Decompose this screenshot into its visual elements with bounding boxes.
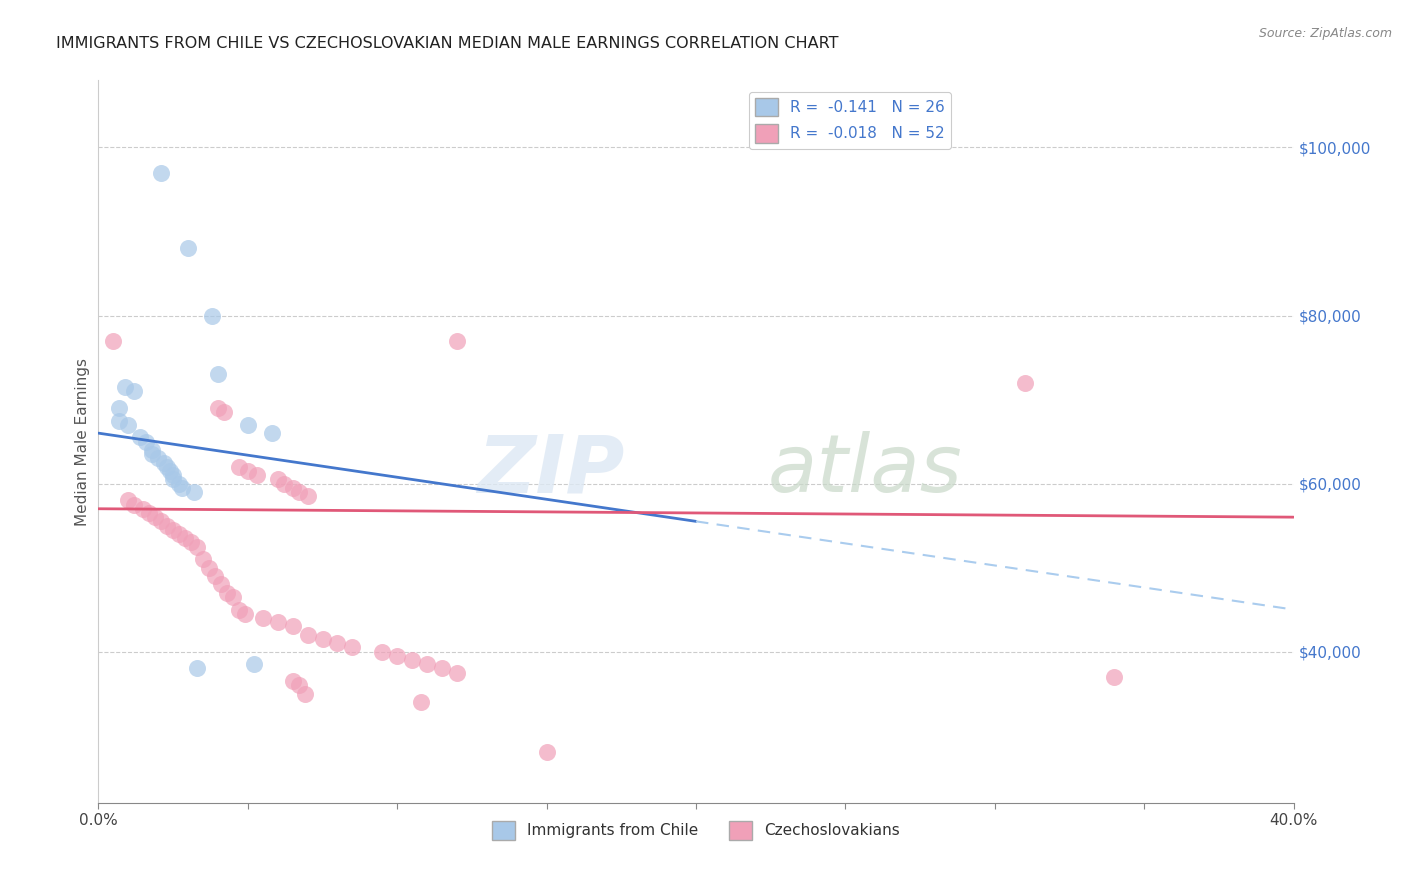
Point — [385, 648, 409, 663]
Point — [124, 498, 146, 512]
Point — [174, 531, 197, 545]
Point — [281, 619, 304, 633]
Point — [411, 695, 433, 709]
Y-axis label: Median Male Earnings: Median Male Earnings — [75, 358, 90, 525]
Point — [156, 459, 179, 474]
Legend: Immigrants from Chile, Czechoslovakians: Immigrants from Chile, Czechoslovakians — [486, 815, 905, 846]
Point — [212, 405, 235, 419]
Point — [124, 384, 146, 398]
Point — [297, 628, 319, 642]
Point — [207, 401, 229, 415]
Point — [201, 309, 224, 323]
Point — [114, 380, 136, 394]
Point — [132, 501, 155, 516]
Point — [183, 485, 205, 500]
Point — [536, 745, 558, 759]
Point — [311, 632, 333, 646]
Point — [281, 481, 304, 495]
Point — [207, 368, 229, 382]
Point — [135, 434, 157, 449]
Point — [236, 464, 259, 478]
Point — [162, 523, 184, 537]
Point — [371, 644, 394, 658]
Point — [117, 417, 139, 432]
Point — [186, 661, 208, 675]
Point — [222, 590, 245, 604]
Point — [215, 586, 238, 600]
Point — [281, 673, 304, 688]
Point — [141, 442, 163, 457]
Point — [416, 657, 439, 672]
Point — [243, 657, 266, 672]
Point — [294, 687, 316, 701]
Text: Source: ZipAtlas.com: Source: ZipAtlas.com — [1258, 27, 1392, 40]
Point — [156, 518, 179, 533]
Point — [297, 489, 319, 503]
Point — [108, 413, 131, 427]
Text: IMMIGRANTS FROM CHILE VS CZECHOSLOVAKIAN MEDIAN MALE EARNINGS CORRELATION CHART: IMMIGRANTS FROM CHILE VS CZECHOSLOVAKIAN… — [56, 36, 839, 51]
Point — [446, 665, 468, 680]
Point — [446, 334, 468, 348]
Point — [204, 569, 226, 583]
Point — [260, 426, 283, 441]
Point — [326, 636, 349, 650]
Point — [143, 510, 166, 524]
Point — [246, 468, 269, 483]
Point — [233, 607, 256, 621]
Point — [108, 401, 131, 415]
Point — [150, 166, 173, 180]
Point — [267, 615, 290, 630]
Point — [186, 540, 208, 554]
Point — [267, 472, 290, 486]
Point — [198, 560, 221, 574]
Point — [141, 447, 163, 461]
Point — [117, 493, 139, 508]
Point — [1104, 670, 1126, 684]
Text: ZIP: ZIP — [477, 432, 624, 509]
Point — [252, 611, 274, 625]
Point — [103, 334, 125, 348]
Point — [153, 456, 176, 470]
Point — [273, 476, 295, 491]
Text: atlas: atlas — [768, 432, 963, 509]
Point — [180, 535, 202, 549]
Point — [162, 468, 184, 483]
Point — [159, 464, 181, 478]
Point — [177, 241, 200, 255]
Point — [209, 577, 232, 591]
Point — [150, 514, 173, 528]
Point — [228, 459, 250, 474]
Point — [342, 640, 364, 655]
Point — [167, 527, 190, 541]
Point — [172, 481, 194, 495]
Point — [167, 476, 190, 491]
Point — [236, 417, 259, 432]
Point — [430, 661, 453, 675]
Point — [287, 485, 309, 500]
Point — [287, 678, 309, 692]
Point — [138, 506, 160, 520]
Point — [1014, 376, 1036, 390]
Point — [148, 451, 170, 466]
Point — [191, 552, 214, 566]
Point — [401, 653, 423, 667]
Point — [129, 430, 152, 444]
Point — [228, 602, 250, 616]
Point — [162, 472, 184, 486]
